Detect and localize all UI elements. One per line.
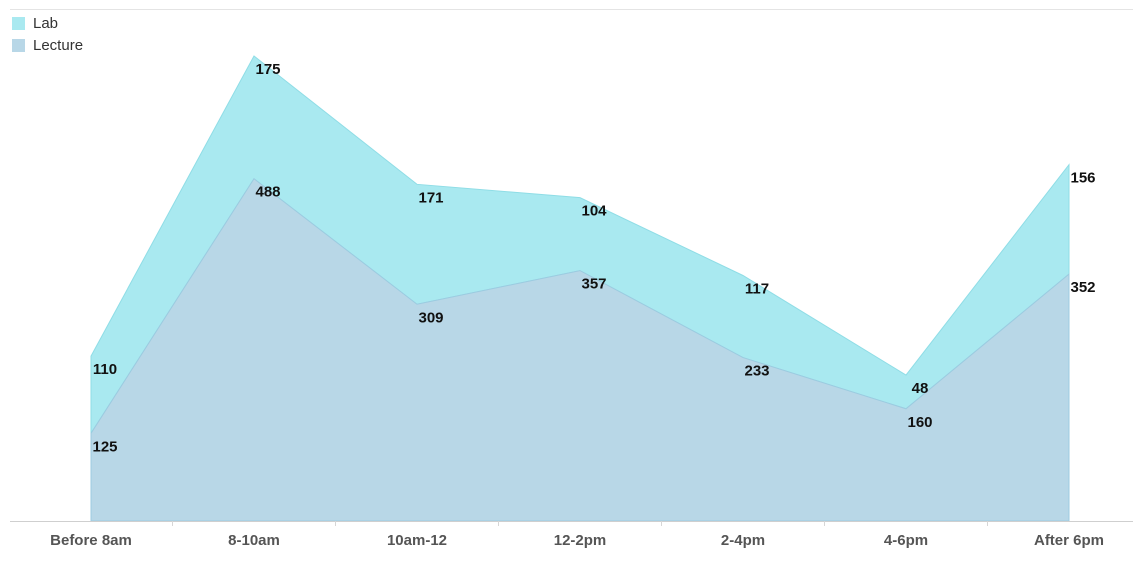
data-label-lecture: 357	[581, 276, 606, 293]
data-label-lecture: 488	[255, 184, 280, 201]
legend-label-lecture: Lecture	[33, 36, 84, 54]
data-label-lab: 156	[1070, 170, 1095, 187]
data-label-lab: 48	[912, 380, 929, 397]
data-label-lecture: 125	[92, 438, 117, 455]
series-area-lecture	[90, 177, 1070, 522]
top-divider	[10, 9, 1133, 10]
legend-label-lab: Lab	[33, 14, 59, 32]
legend-item-lab[interactable]: Lab	[12, 12, 83, 34]
x-tick-label: Before 8am	[50, 532, 132, 549]
data-label-lab: 110	[93, 361, 117, 378]
data-label-lab: 104	[581, 203, 607, 220]
data-label-lecture: 233	[744, 363, 769, 380]
x-tick-label: After 6pm	[1034, 532, 1104, 549]
data-label-lecture: 309	[418, 309, 443, 326]
x-tick-label: 8-10am	[228, 532, 280, 549]
data-label-lab: 175	[255, 61, 280, 78]
data-label-lecture: 160	[907, 414, 932, 431]
legend-item-lecture[interactable]: Lecture	[12, 34, 83, 56]
data-label-lab: 171	[418, 189, 443, 206]
data-label-lecture: 352	[1070, 279, 1095, 296]
x-tick-label: 4-6pm	[884, 532, 928, 549]
legend: Lab Lecture	[12, 12, 83, 56]
legend-swatch-lecture	[12, 38, 25, 52]
x-tick-label: 10am-12	[387, 532, 447, 549]
x-tick-label: 2-4pm	[721, 532, 765, 549]
x-tick-label: 12-2pm	[554, 532, 607, 549]
legend-swatch-lab	[12, 16, 25, 30]
data-label-lab: 117	[745, 281, 769, 298]
